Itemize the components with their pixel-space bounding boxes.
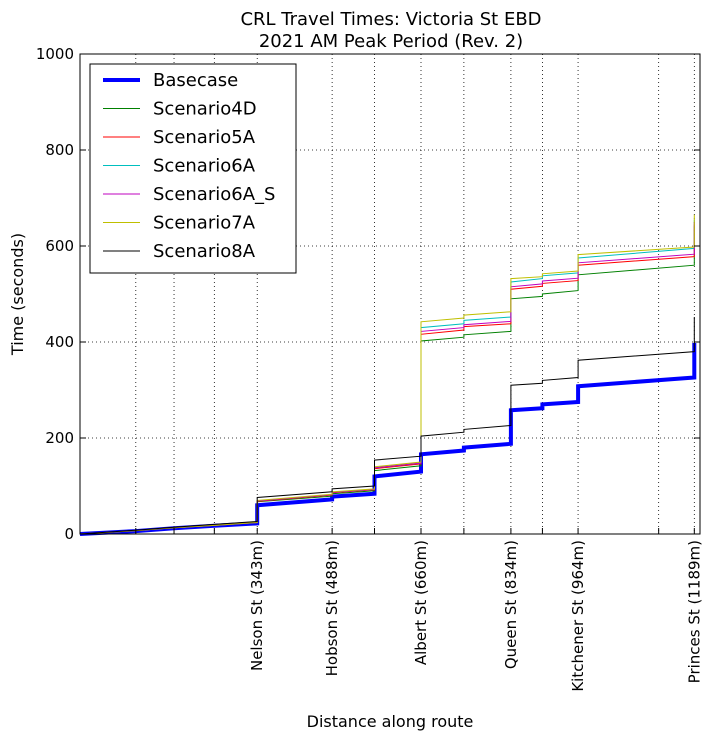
- legend-label-1: Scenario4D: [153, 99, 257, 120]
- x-tick-label: Princes St (1189m): [685, 540, 703, 683]
- y-tick-label: 1000: [36, 45, 74, 63]
- x-tick-label: Nelson St (343m): [248, 540, 266, 671]
- y-tick-label: 400: [45, 333, 74, 351]
- grid: [80, 54, 700, 534]
- legend-label-2: Scenario5A: [153, 127, 256, 148]
- legend-label-4: Scenario6A_S: [153, 184, 275, 205]
- series-line-6: [79, 317, 695, 535]
- x-tick-label: Queen St (834m): [502, 540, 520, 669]
- y-tick-label: 600: [45, 237, 74, 255]
- x-tick-label: Hobson St (488m): [323, 540, 341, 676]
- legend-label-0: Basecase: [153, 70, 238, 91]
- series-line-0: [79, 343, 697, 536]
- x-tick-label: Albert St (660m): [412, 540, 430, 665]
- series-line-5: [79, 214, 695, 535]
- legend-label-5: Scenario7A: [153, 213, 256, 234]
- legend: Basecase Scenario4D Scenario5A Scenario6A Sc…: [89, 63, 297, 274]
- y-tick-label: 800: [45, 141, 74, 159]
- y-axis-label: Time (seconds): [8, 233, 27, 356]
- x-axis-label: Distance along route: [307, 712, 474, 731]
- chart-subtitle: 2021 AM Peak Period (Rev. 2): [259, 31, 523, 52]
- legend-label-3: Scenario6A: [153, 156, 256, 177]
- x-axis: Nelson St (343m) Hobson St (488m) Albert S…: [135, 528, 703, 692]
- legend-box: [89, 63, 297, 274]
- plot-frame: [79, 53, 701, 535]
- y-tick-label: 200: [45, 429, 74, 447]
- x-tick-label: Kitchener St (964m): [569, 540, 587, 692]
- series-group: [79, 214, 697, 536]
- chart-title: CRL Travel Times: Victoria St EBD: [240, 9, 541, 30]
- y-tick-label: 0: [64, 525, 74, 543]
- legend-label-6: Scenario8A: [153, 241, 256, 262]
- y-axis: 0 200 400 600 800 1000: [36, 45, 700, 543]
